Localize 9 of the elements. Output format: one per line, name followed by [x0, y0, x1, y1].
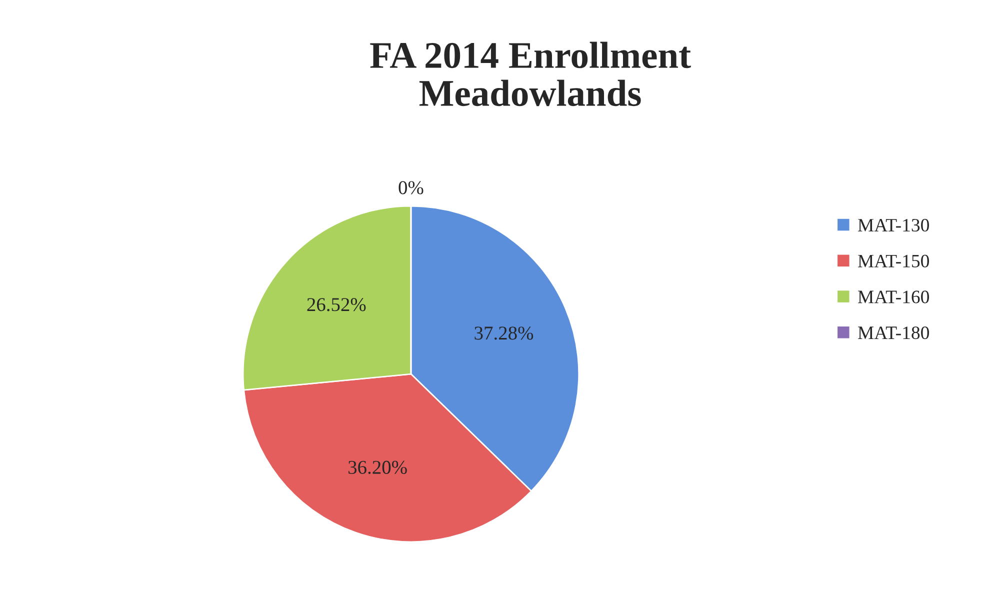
- chart-title: FA 2014 Enrollment Meadowlands: [370, 42, 691, 106]
- data-label: 36.20%: [348, 460, 407, 474]
- data-label: 37.28%: [474, 326, 534, 340]
- legend-label: MAT-180: [858, 326, 929, 340]
- legend-label: MAT-160: [858, 290, 929, 304]
- data-label: 26.52%: [307, 298, 366, 312]
- legend-label: MAT-130: [858, 218, 929, 232]
- text: 0%: [398, 181, 424, 194]
- legend-label: MAT-150: [858, 254, 929, 268]
